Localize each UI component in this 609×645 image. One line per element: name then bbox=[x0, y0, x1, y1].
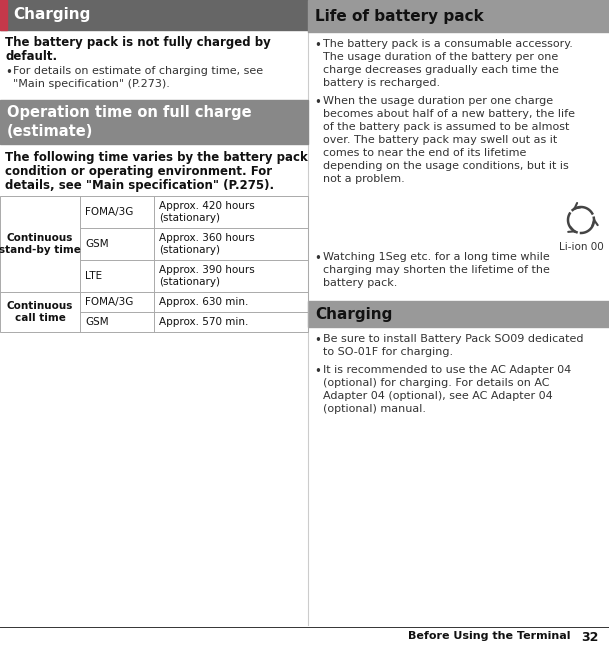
Text: over. The battery pack may swell out as it: over. The battery pack may swell out as … bbox=[323, 135, 557, 145]
Text: Charging: Charging bbox=[13, 8, 90, 23]
Bar bbox=[308, 301, 609, 327]
Text: Be sure to install Battery Pack SO09 dedicated: Be sure to install Battery Pack SO09 ded… bbox=[323, 334, 583, 344]
Text: condition or operating environment. For: condition or operating environment. For bbox=[5, 165, 272, 178]
Text: Approx. 630 min.: Approx. 630 min. bbox=[159, 297, 248, 307]
Text: When the usage duration per one charge: When the usage duration per one charge bbox=[323, 96, 553, 106]
Text: battery is recharged.: battery is recharged. bbox=[323, 78, 440, 88]
Text: Approx. 390 hours
(stationary): Approx. 390 hours (stationary) bbox=[159, 265, 255, 287]
Text: GSM: GSM bbox=[85, 317, 108, 327]
Text: Approx. 360 hours
(stationary): Approx. 360 hours (stationary) bbox=[159, 233, 255, 255]
Text: battery pack.: battery pack. bbox=[323, 278, 398, 288]
Text: •: • bbox=[314, 252, 321, 265]
Text: Approx. 420 hours
(stationary): Approx. 420 hours (stationary) bbox=[159, 201, 255, 223]
Bar bbox=[0, 100, 308, 144]
Text: It is recommended to use the AC Adapter 04: It is recommended to use the AC Adapter … bbox=[323, 365, 571, 375]
Text: •: • bbox=[314, 96, 321, 109]
Text: charge decreases gradually each time the: charge decreases gradually each time the bbox=[323, 65, 559, 75]
Text: (optional) manual.: (optional) manual. bbox=[323, 404, 426, 414]
Text: Adapter 04 (optional), see AC Adapter 04: Adapter 04 (optional), see AC Adapter 04 bbox=[323, 391, 553, 401]
Text: •: • bbox=[314, 365, 321, 378]
Text: FOMA/3G: FOMA/3G bbox=[85, 207, 133, 217]
Text: charging may shorten the lifetime of the: charging may shorten the lifetime of the bbox=[323, 265, 550, 275]
Text: depending on the usage conditions, but it is: depending on the usage conditions, but i… bbox=[323, 161, 569, 171]
Text: GSM: GSM bbox=[85, 239, 108, 249]
Text: Approx. 570 min.: Approx. 570 min. bbox=[159, 317, 248, 327]
Text: The following time varies by the battery pack: The following time varies by the battery… bbox=[5, 151, 308, 164]
Text: •: • bbox=[5, 66, 12, 79]
Text: LTE: LTE bbox=[85, 271, 102, 281]
Text: not a problem.: not a problem. bbox=[323, 174, 405, 184]
Bar bbox=[308, 0, 609, 32]
Text: The usage duration of the battery per one: The usage duration of the battery per on… bbox=[323, 52, 558, 62]
Bar bbox=[0, 0, 308, 30]
Text: Charging: Charging bbox=[315, 306, 392, 321]
Text: Operation time on full charge
(estimate): Operation time on full charge (estimate) bbox=[7, 105, 252, 139]
Text: details, see "Main specification" (P.275).: details, see "Main specification" (P.275… bbox=[5, 179, 274, 192]
Text: of the battery pack is assumed to be almost: of the battery pack is assumed to be alm… bbox=[323, 122, 569, 132]
Text: comes to near the end of its lifetime: comes to near the end of its lifetime bbox=[323, 148, 526, 158]
Text: "Main specification" (P.273).: "Main specification" (P.273). bbox=[13, 79, 170, 89]
Text: Life of battery pack: Life of battery pack bbox=[315, 8, 484, 23]
Text: Before Using the Terminal: Before Using the Terminal bbox=[409, 631, 571, 641]
Text: to SO-01F for charging.: to SO-01F for charging. bbox=[323, 347, 453, 357]
Text: becomes about half of a new battery, the life: becomes about half of a new battery, the… bbox=[323, 109, 575, 119]
Text: Continuous
stand-by time: Continuous stand-by time bbox=[0, 233, 81, 255]
Text: Continuous
call time: Continuous call time bbox=[7, 301, 73, 323]
Text: FOMA/3G: FOMA/3G bbox=[85, 297, 133, 307]
Text: (optional) for charging. For details on AC: (optional) for charging. For details on … bbox=[323, 378, 549, 388]
Text: The battery pack is not fully charged by: The battery pack is not fully charged by bbox=[5, 36, 271, 49]
Text: Watching 1Seg etc. for a long time while: Watching 1Seg etc. for a long time while bbox=[323, 252, 550, 262]
Text: For details on estimate of charging time, see: For details on estimate of charging time… bbox=[13, 66, 263, 76]
Text: Li-ion 00: Li-ion 00 bbox=[558, 242, 604, 252]
Text: 32: 32 bbox=[582, 631, 599, 644]
Text: The battery pack is a consumable accessory.: The battery pack is a consumable accesso… bbox=[323, 39, 573, 49]
Text: •: • bbox=[314, 39, 321, 52]
Text: default.: default. bbox=[5, 50, 57, 63]
Bar bbox=[0, 196, 308, 332]
Bar bbox=[0, 0, 7, 30]
Text: •: • bbox=[314, 334, 321, 347]
